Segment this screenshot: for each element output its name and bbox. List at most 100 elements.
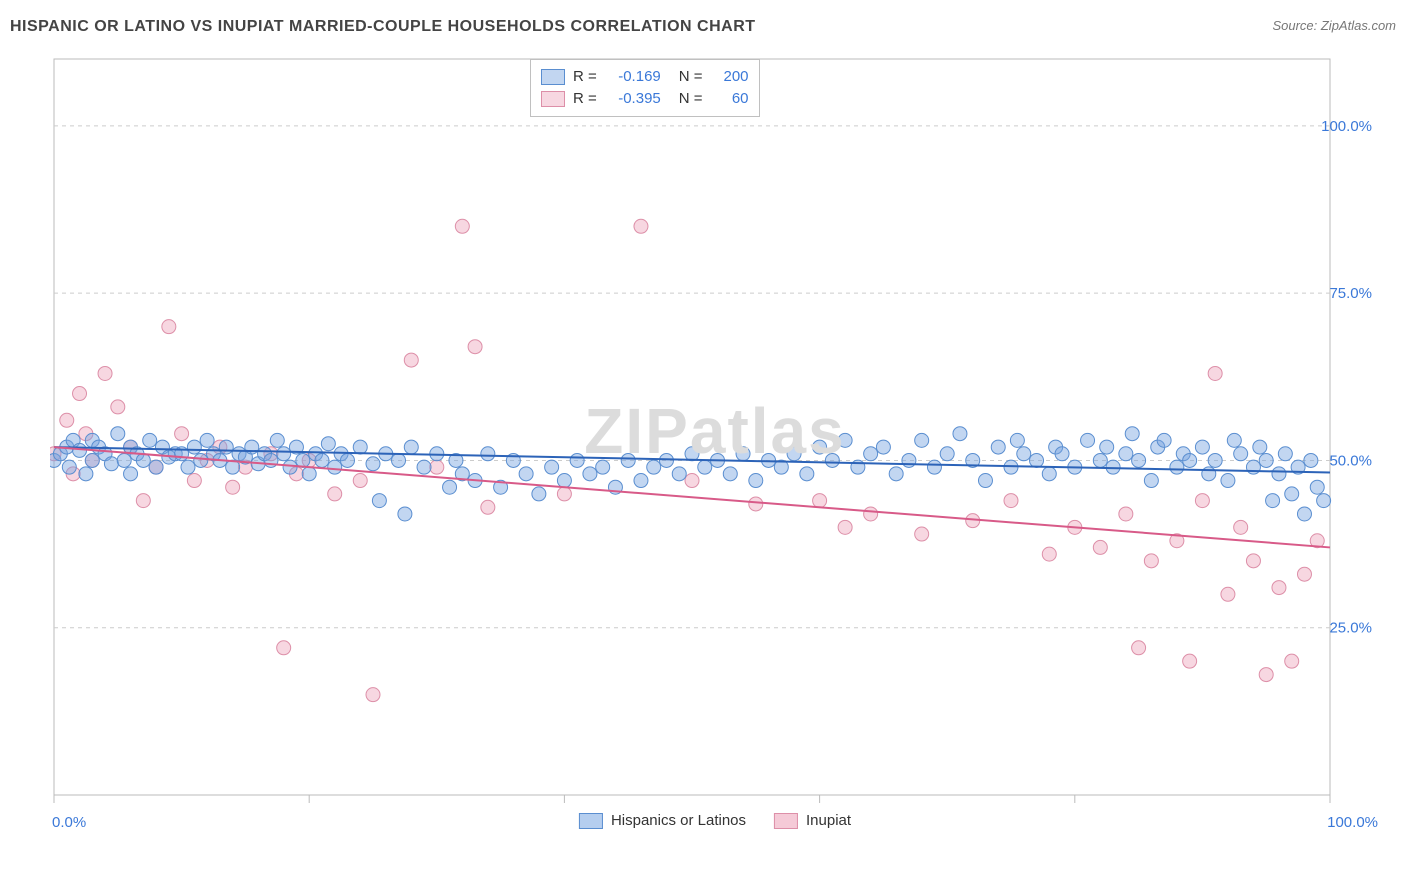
correlation-stat-row: R =-0.169N =200 [541,66,749,88]
scatter-point [111,427,125,441]
stat-value-r: -0.395 [605,88,661,110]
scatter-point [685,447,699,461]
scatter-point [366,688,380,702]
stat-label-n: N = [679,88,703,110]
y-axis-tick-label: 25.0% [1329,620,1372,637]
stat-label-n: N = [679,66,703,88]
scatter-point [813,440,827,454]
scatter-point [1246,554,1260,568]
scatter-point [200,433,214,447]
scatter-point [104,457,118,471]
scatter-chart-svg: 25.0% 50.0% 75.0% 100.0% [50,55,1380,825]
scatter-point [1272,581,1286,595]
scatter-point [1004,494,1018,508]
stat-value-n: 60 [711,88,749,110]
scatter-point [915,433,929,447]
y-axis-tick-label: 50.0% [1329,452,1372,469]
scatter-point [328,487,342,501]
stat-label-r: R = [573,66,597,88]
scatter-point [634,474,648,488]
y-axis-tick-label: 100.0% [1321,118,1372,135]
scatter-point [634,219,648,233]
scatter-point [1310,480,1324,494]
scatter-point [1195,440,1209,454]
scatter-point [283,460,297,474]
scatter-point [277,447,291,461]
scatter-point [1144,554,1158,568]
scatter-point [1093,540,1107,554]
plot-area: 25.0%50.0%75.0%100.0% ZIPatlas R =-0.169… [50,55,1380,825]
scatter-point [1272,467,1286,481]
scatter-point [940,447,954,461]
scatter-point [73,387,87,401]
scatter-point [1259,668,1273,682]
x-axis-tick-left: 0.0% [52,814,86,831]
scatter-point [787,447,801,461]
scatter-point [321,437,335,451]
scatter-point [219,440,233,454]
scatter-point [340,453,354,467]
y-axis-tick-label: 75.0% [1329,285,1372,302]
scatter-point [1304,453,1318,467]
scatter-point [194,453,208,467]
scatter-point [813,494,827,508]
scatter-point [545,460,559,474]
scatter-point [1042,467,1056,481]
scatter-point [136,453,150,467]
scatter-point [398,507,412,521]
legend-item: Hispanics or Latinos [579,812,746,829]
scatter-point [1227,433,1241,447]
legend-label: Hispanics or Latinos [611,812,746,829]
scatter-point [1183,453,1197,467]
scatter-point [1042,547,1056,561]
scatter-point [838,520,852,534]
scatter-point [187,474,201,488]
scatter-point [1010,433,1024,447]
scatter-point [1278,447,1292,461]
scatter-point [143,433,157,447]
series-swatch [541,69,565,85]
scatter-point [1297,567,1311,581]
scatter-point [978,474,992,488]
scatter-point [98,366,112,380]
scatter-point [1285,487,1299,501]
scatter-point [1055,447,1069,461]
scatter-point [915,527,929,541]
scatter-point [481,500,495,514]
scatter-point [1081,433,1095,447]
scatter-point [1144,474,1158,488]
x-axis-tick-right: 100.0% [1327,814,1378,831]
scatter-point [1285,654,1299,668]
scatter-point [902,453,916,467]
scatter-point [672,467,686,481]
scatter-point [1253,440,1267,454]
stat-value-r: -0.169 [605,66,661,88]
series-swatch [541,91,565,107]
scatter-point [953,427,967,441]
correlation-stat-row: R =-0.395N =60 [541,88,749,110]
scatter-point [353,474,367,488]
scatter-point [583,467,597,481]
scatter-point [736,447,750,461]
scatter-point [596,460,610,474]
scatter-point [659,453,673,467]
source-attribution: Source: ZipAtlas.com [1272,18,1396,33]
scatter-point [621,453,635,467]
scatter-point [372,494,386,508]
correlation-stats-box: R =-0.169N =200R =-0.395N =60 [530,59,760,117]
legend-swatch [579,813,603,829]
scatter-point [366,457,380,471]
scatter-point [570,453,584,467]
scatter-point [175,427,189,441]
scatter-point [927,460,941,474]
scatter-point [1297,507,1311,521]
scatter-point [60,413,74,427]
scatter-point [124,467,138,481]
scatter-point [1119,507,1133,521]
scatter-point [1221,587,1235,601]
scatter-point [557,487,571,501]
scatter-point [1183,654,1197,668]
legend-label: Inupiat [806,812,851,829]
scatter-point [647,460,661,474]
scatter-point [1132,641,1146,655]
